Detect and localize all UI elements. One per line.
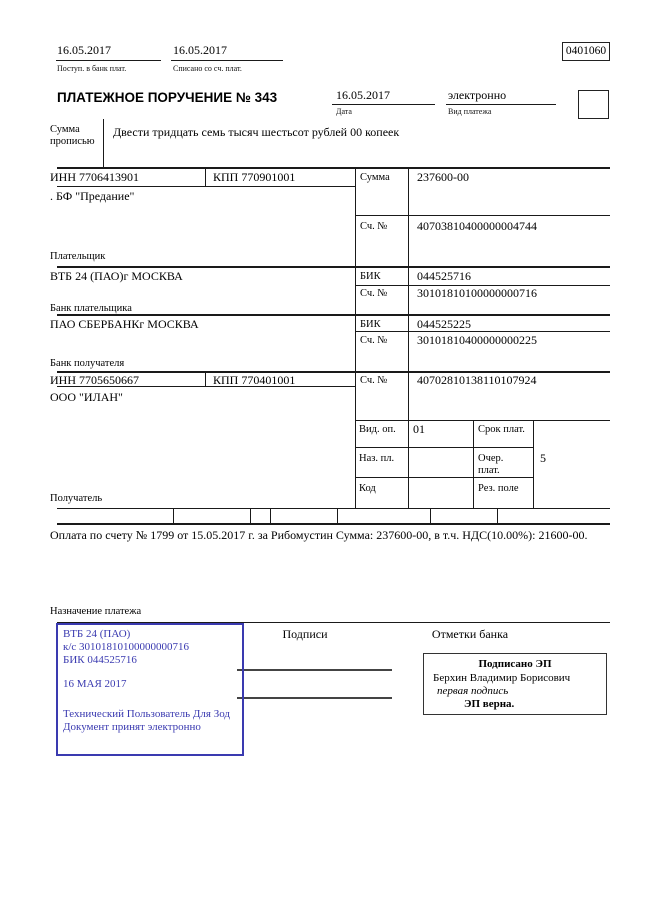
received-in-bank-label: Поступ. в банк плат. bbox=[57, 64, 127, 73]
payer-bank-account-label: Сч. № bbox=[360, 288, 388, 299]
payment-type-value: электронно bbox=[448, 88, 507, 102]
payer-section-label: Плательщик bbox=[50, 251, 106, 262]
purpose-code-label: Наз. пл. bbox=[359, 453, 395, 464]
term-label: Срок плат. bbox=[478, 424, 525, 435]
payee-bank-account-label: Сч. № bbox=[360, 335, 388, 346]
payer-account-label: Сч. № bbox=[360, 221, 388, 232]
order-label: Очер. плат. bbox=[478, 453, 504, 476]
bank-stamp: ВТБ 24 (ПАО) к/с 30101810100000000716 БИ… bbox=[56, 623, 244, 756]
payment-type-box bbox=[578, 90, 609, 119]
purpose-label: Назначение платежа bbox=[50, 606, 142, 617]
payer-inn: ИНН 7706413901 bbox=[50, 170, 139, 184]
stamp-corr-account: к/с 30101810100000000716 bbox=[63, 640, 190, 653]
op-type-value: 01 bbox=[413, 422, 425, 436]
op-type-label: Вид. оп. bbox=[359, 424, 396, 435]
sum-label: Сумма bbox=[360, 172, 390, 183]
amount-words-value: Двести тридцать семь тысяч шестьсот рубл… bbox=[113, 125, 400, 139]
received-in-bank-date: 16.05.2017 bbox=[57, 43, 111, 57]
payer-bank-section-label: Банк плательщика bbox=[50, 303, 132, 314]
payer-kpp: КПП 770901001 bbox=[213, 170, 296, 184]
ep-valid: ЭП верна. bbox=[464, 698, 515, 710]
payee-kpp: КПП 770401001 bbox=[213, 373, 296, 387]
stamp-date: 16 МАЯ 2017 bbox=[63, 677, 127, 690]
ep-signer-name: Берхин Владимир Борисович bbox=[433, 672, 571, 684]
payee-bank-section-label: Банк получателя bbox=[50, 358, 125, 369]
debited-label: Списано со сч. плат. bbox=[173, 64, 242, 73]
signatures-label: Подписи bbox=[282, 627, 328, 641]
ep-title: Подписано ЭП bbox=[478, 658, 552, 670]
code-label: Код bbox=[359, 483, 376, 494]
amount-words-label: Сумма прописью bbox=[50, 124, 95, 147]
stamp-bik: БИК 044525716 bbox=[63, 653, 137, 666]
payee-name: ООО "ИЛАН" bbox=[50, 390, 123, 404]
payee-account-value: 40702810138110107924 bbox=[417, 373, 537, 387]
stamp-user: Технический Пользователь Для Зод bbox=[63, 707, 231, 720]
payee-bank-name: ПАО СБЕРБАНКг МОСКВА bbox=[50, 317, 199, 331]
electronic-signature-box: Подписано ЭП Берхин Владимир Борисович п… bbox=[423, 653, 607, 715]
payer-bank-bik-value: 044525716 bbox=[417, 269, 471, 283]
payee-bank-bik-label: БИК bbox=[360, 319, 381, 330]
payer-name: . БФ "Предание" bbox=[50, 189, 135, 203]
payer-account-value: 40703810400000004744 bbox=[417, 219, 537, 233]
document-date: 16.05.2017 bbox=[336, 88, 390, 102]
payment-type-label: Вид платежа bbox=[448, 107, 492, 116]
payer-bank-bik-label: БИК bbox=[360, 271, 381, 282]
stamp-accepted: Документ принят электронно bbox=[63, 720, 201, 733]
bank-marks-label: Отметки банка bbox=[431, 627, 509, 641]
document-title: ПЛАТЕЖНОЕ ПОРУЧЕНИЕ № 343 bbox=[57, 90, 278, 105]
payee-inn: ИНН 7705650667 bbox=[50, 373, 139, 387]
reserve-label: Рез. поле bbox=[478, 483, 519, 494]
stamp-bank-name: ВТБ 24 (ПАО) bbox=[63, 628, 131, 640]
ep-sign-type: первая подпись bbox=[437, 685, 509, 697]
payee-account-label: Сч. № bbox=[360, 375, 388, 386]
payer-bank-account-value: 30101810100000000716 bbox=[417, 286, 537, 300]
payee-section-label: Получатель bbox=[50, 493, 103, 504]
debited-date: 16.05.2017 bbox=[173, 43, 227, 57]
payee-bank-bik-value: 044525225 bbox=[417, 317, 471, 331]
form-code-box: 0401060 bbox=[562, 42, 610, 61]
payer-bank-name: ВТБ 24 (ПАО)г МОСКВА bbox=[50, 269, 183, 283]
payee-bank-account-value: 30101810400000000225 bbox=[417, 333, 537, 347]
date-label: Дата bbox=[336, 107, 352, 116]
order-value: 5 bbox=[540, 451, 546, 465]
purpose-text: Оплата по счету № 1799 от 15.05.2017 г. … bbox=[50, 528, 588, 542]
sum-value: 237600-00 bbox=[417, 170, 469, 184]
